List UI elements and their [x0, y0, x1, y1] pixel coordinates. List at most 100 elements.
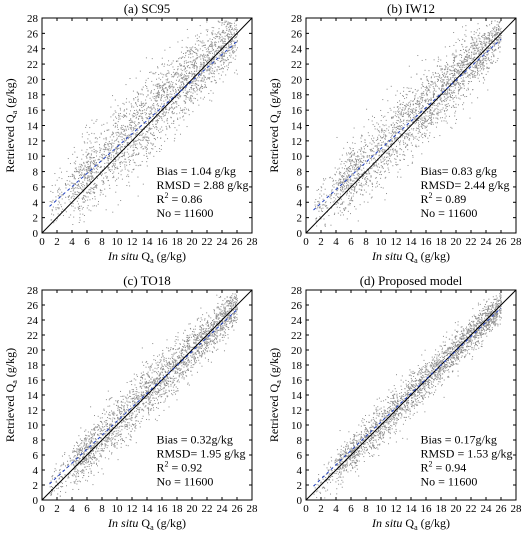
- data-point: [417, 97, 419, 99]
- data-point: [129, 78, 131, 80]
- data-point: [437, 75, 439, 77]
- data-point: [364, 141, 366, 143]
- x-tick-label: 4: [69, 236, 75, 248]
- data-point: [90, 162, 92, 164]
- data-point: [94, 141, 96, 143]
- data-point: [430, 97, 432, 99]
- data-point: [145, 137, 147, 139]
- y-tick-label: 26: [27, 28, 39, 40]
- data-point: [218, 66, 220, 68]
- data-point: [371, 159, 373, 161]
- data-point: [162, 109, 164, 111]
- data-point: [214, 33, 216, 35]
- data-point: [442, 107, 444, 109]
- data-point: [195, 98, 197, 100]
- data-point: [191, 95, 193, 97]
- data-point: [157, 96, 159, 98]
- data-point: [354, 190, 356, 192]
- data-point: [89, 147, 91, 149]
- data-point: [188, 50, 190, 52]
- data-point: [431, 113, 433, 115]
- data-point: [219, 53, 221, 55]
- data-point: [213, 61, 215, 63]
- data-point: [116, 146, 118, 148]
- data-point: [134, 109, 136, 111]
- data-point: [497, 25, 499, 27]
- data-point: [318, 202, 320, 204]
- data-point: [424, 121, 426, 123]
- data-point: [453, 70, 455, 72]
- data-point: [187, 37, 189, 39]
- data-point: [463, 63, 465, 65]
- data-point: [391, 118, 393, 120]
- data-point: [145, 99, 147, 101]
- data-point: [157, 91, 159, 93]
- data-point: [339, 199, 341, 201]
- data-point: [441, 68, 443, 70]
- data-point: [476, 29, 478, 31]
- data-point: [360, 164, 362, 166]
- data-point: [349, 153, 351, 155]
- data-point: [439, 74, 441, 76]
- data-point: [394, 148, 396, 150]
- data-point: [210, 45, 212, 47]
- data-point: [171, 83, 173, 85]
- data-point: [181, 77, 183, 79]
- data-point: [211, 100, 213, 102]
- data-point: [189, 89, 191, 91]
- data-point: [227, 59, 229, 61]
- data-point: [441, 87, 443, 89]
- data-point: [467, 89, 469, 91]
- data-point: [231, 46, 233, 48]
- data-point: [135, 97, 137, 99]
- data-point: [236, 73, 238, 75]
- data-point: [487, 32, 489, 34]
- data-point: [488, 58, 490, 60]
- data-point: [475, 75, 477, 77]
- data-point: [172, 112, 174, 114]
- data-point: [443, 120, 445, 122]
- data-point: [200, 58, 202, 60]
- data-point: [433, 117, 435, 119]
- data-point: [116, 131, 118, 133]
- data-point: [121, 178, 123, 180]
- data-point: [146, 87, 148, 89]
- data-point: [372, 163, 374, 165]
- data-point: [337, 202, 339, 204]
- data-point: [89, 171, 91, 173]
- data-point: [97, 159, 99, 161]
- data-point: [214, 56, 216, 58]
- data-point: [226, 35, 228, 37]
- data-point: [359, 168, 361, 170]
- data-point: [453, 101, 455, 103]
- data-point: [123, 154, 125, 156]
- data-point: [59, 189, 61, 191]
- data-point: [450, 91, 452, 93]
- data-point: [69, 176, 71, 178]
- data-point: [82, 206, 84, 208]
- data-point: [495, 34, 497, 36]
- y-tick-label: 14: [27, 121, 39, 133]
- data-point: [409, 101, 411, 103]
- data-point: [178, 94, 180, 96]
- data-point: [470, 62, 472, 64]
- data-point: [224, 40, 226, 42]
- data-point: [165, 111, 167, 113]
- data-point: [81, 184, 83, 186]
- data-point: [113, 166, 115, 168]
- data-point: [333, 179, 335, 181]
- data-point: [452, 97, 454, 99]
- data-point: [204, 76, 206, 78]
- data-point: [143, 136, 145, 138]
- data-point: [330, 195, 332, 197]
- data-point: [88, 153, 90, 155]
- data-point: [363, 201, 365, 203]
- data-point: [411, 134, 413, 136]
- data-point: [366, 176, 368, 178]
- data-point: [115, 122, 117, 124]
- data-point: [158, 97, 160, 99]
- data-point: [325, 205, 327, 207]
- data-point: [191, 61, 193, 63]
- data-point: [127, 156, 129, 158]
- data-point: [315, 206, 317, 208]
